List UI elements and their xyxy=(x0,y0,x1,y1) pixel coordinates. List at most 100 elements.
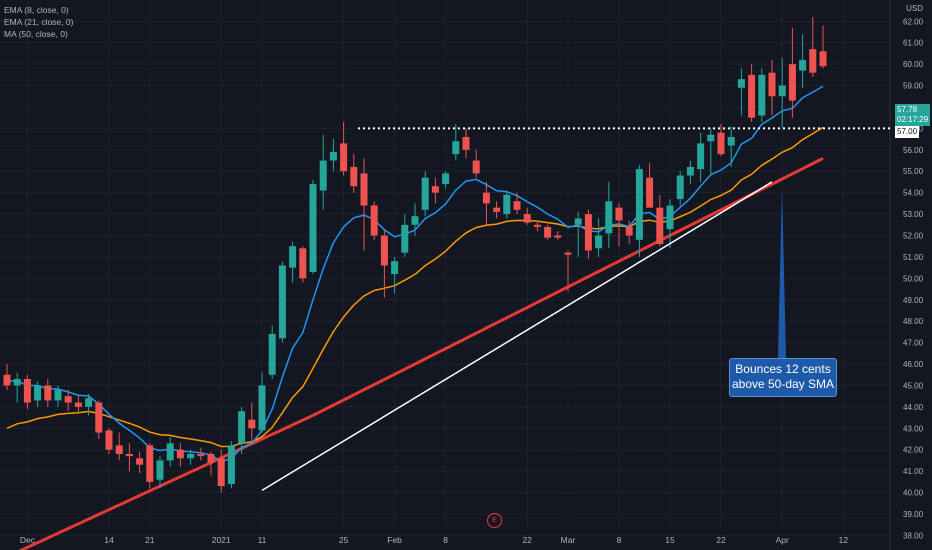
candle-body xyxy=(54,389,62,401)
candle-body xyxy=(431,186,439,193)
candle-body xyxy=(105,430,113,450)
y-tick-label: 50.00 xyxy=(903,274,924,283)
candle-body xyxy=(146,445,154,482)
earnings-marker-icon[interactable]: E xyxy=(487,513,502,528)
candle-body xyxy=(370,205,378,236)
x-tick-label: Dec xyxy=(20,535,36,545)
candle-body xyxy=(299,248,307,279)
candle-body xyxy=(380,235,388,266)
candle-body xyxy=(23,379,31,403)
candle-body xyxy=(676,175,684,200)
candle-body xyxy=(278,265,286,339)
candle-body xyxy=(44,385,52,401)
candle-body xyxy=(605,201,613,234)
candle-body xyxy=(707,134,715,142)
countdown: 02:17:29 xyxy=(897,115,929,124)
candle-body xyxy=(819,51,827,67)
candle-body xyxy=(34,385,42,401)
y-tick-label: 47.00 xyxy=(903,339,924,348)
candle-body xyxy=(197,453,205,457)
candle-body xyxy=(778,85,786,97)
candle-body xyxy=(3,374,11,386)
candle-body xyxy=(523,214,531,223)
candle-body xyxy=(166,443,174,461)
y-tick-label: 44.00 xyxy=(903,403,924,412)
candle-body xyxy=(472,160,480,174)
last-price: 57.78 xyxy=(897,105,918,114)
candle-body xyxy=(799,59,807,71)
candle-body xyxy=(258,385,266,431)
y-tick-label: 52.00 xyxy=(903,232,924,241)
candle-body xyxy=(442,173,450,185)
annotation-pointer xyxy=(778,186,786,358)
candle-body xyxy=(401,224,409,253)
candle-body xyxy=(207,453,215,463)
y-tick-label: 43.00 xyxy=(903,424,924,433)
candle-body xyxy=(656,207,664,245)
y-tick-label: 42.00 xyxy=(903,446,924,455)
candle-body xyxy=(748,74,756,118)
x-tick-label: 12 xyxy=(839,535,849,545)
y-tick-label: 53.00 xyxy=(903,210,924,219)
legend-ema8[interactable]: EMA (8, close, 0) xyxy=(4,5,69,15)
candle-body xyxy=(421,177,429,210)
candle-body xyxy=(666,205,674,230)
y-tick-label: 41.00 xyxy=(903,467,924,476)
annotation-callout[interactable]: Bounces 12 cents above 50-day SMA xyxy=(729,358,837,397)
y-tick-label: 62.00 xyxy=(903,17,924,26)
candle-body xyxy=(697,143,705,170)
candle-body xyxy=(217,458,225,487)
candle-body xyxy=(462,136,470,150)
candle-body xyxy=(646,177,654,208)
x-tick-label: Feb xyxy=(387,535,402,545)
candle-body xyxy=(533,224,541,227)
x-tick-label: 25 xyxy=(339,535,349,545)
ema21-line xyxy=(6,126,824,448)
y-tick-label: 51.00 xyxy=(903,253,924,262)
candle-body xyxy=(737,79,745,88)
candle-body xyxy=(13,379,21,386)
candle-body xyxy=(227,445,235,484)
candle-body xyxy=(95,402,103,433)
candle-body xyxy=(176,449,184,459)
candle-body xyxy=(554,235,562,238)
candle-body xyxy=(503,194,511,215)
level-price-tag: 57.00 xyxy=(895,126,920,138)
y-tick-label: 38.00 xyxy=(903,531,924,540)
candle-body xyxy=(350,166,358,187)
y-tick-label: 61.00 xyxy=(903,39,924,48)
candle-body xyxy=(125,453,133,457)
x-tick-label: 8 xyxy=(443,535,448,545)
candle-body xyxy=(360,173,368,206)
candle-body xyxy=(686,166,694,176)
y-tick-label: 40.00 xyxy=(903,489,924,498)
candle-body xyxy=(74,402,82,407)
x-tick-label: Apr xyxy=(776,535,789,545)
last-price-tag: 57.78 02:17:29 xyxy=(895,104,931,126)
y-tick-label: 48.00 xyxy=(903,317,924,326)
candle-body xyxy=(329,151,337,161)
candle-body xyxy=(268,334,276,375)
legend-ma50[interactable]: MA (50, close, 0) xyxy=(4,29,68,39)
legend-ema21[interactable]: EMA (21, close, 0) xyxy=(4,17,74,27)
candle-body xyxy=(411,216,419,225)
candle-body xyxy=(574,218,582,225)
ma50-line xyxy=(18,157,824,550)
x-tick-label: 11 xyxy=(258,535,267,545)
y-tick-label: 46.00 xyxy=(903,360,924,369)
candle-body xyxy=(635,169,643,240)
candle-body xyxy=(248,419,256,429)
y-tick-label: 60.00 xyxy=(903,60,924,69)
trendline xyxy=(261,181,773,492)
x-tick-label: 15 xyxy=(665,535,675,545)
y-tick-label: 49.00 xyxy=(903,296,924,305)
annotation-line2: above 50-day SMA xyxy=(731,377,835,391)
candle-body xyxy=(493,207,501,212)
candle-body xyxy=(340,143,348,172)
candle-body xyxy=(187,453,195,459)
x-tick-label: 8 xyxy=(617,535,622,545)
y-tick-label: 59.00 xyxy=(903,82,924,91)
candle-body xyxy=(788,64,796,101)
y-tick-label: 39.00 xyxy=(903,510,924,519)
